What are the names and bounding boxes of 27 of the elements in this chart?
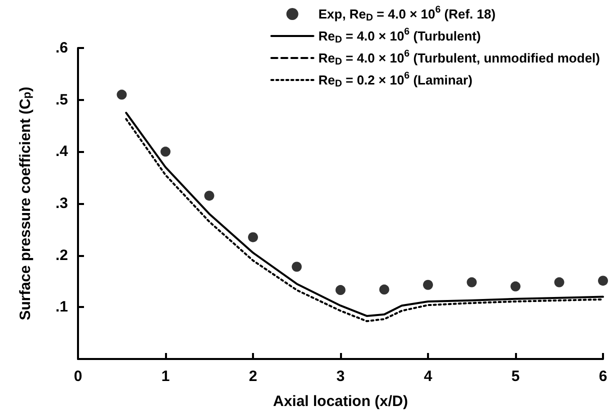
y-tick-label: .5 bbox=[55, 91, 68, 108]
y-tick-label: .2 bbox=[55, 246, 68, 264]
point bbox=[336, 285, 346, 296]
x-tick-label: 2 bbox=[248, 368, 258, 385]
x-tick-label: 5 bbox=[511, 368, 520, 385]
x-tick-label: 3 bbox=[336, 368, 345, 385]
x-tick-label: 0 bbox=[74, 368, 82, 385]
y-tick-label: .6 bbox=[55, 40, 68, 56]
point bbox=[204, 190, 214, 201]
point bbox=[248, 232, 258, 242]
x-axis-title: Axial location (x/D) bbox=[272, 393, 408, 410]
x-tick-label: 4 bbox=[424, 368, 433, 385]
y-tick-label: .1 bbox=[55, 298, 68, 316]
point bbox=[598, 276, 608, 286]
point bbox=[116, 90, 127, 100]
point bbox=[554, 277, 564, 288]
x-tick-label: 1 bbox=[161, 368, 170, 385]
point bbox=[292, 262, 302, 272]
x-tick-label: 6 bbox=[598, 368, 608, 385]
point bbox=[379, 284, 390, 295]
point bbox=[466, 277, 477, 288]
y-tick-label: .3 bbox=[55, 195, 68, 212]
point bbox=[510, 281, 520, 292]
point bbox=[423, 280, 433, 290]
y-tick-label: .4 bbox=[55, 143, 69, 160]
point bbox=[160, 146, 170, 157]
y-axis-title: Surface pressure coefficient (Cp) bbox=[17, 86, 34, 320]
